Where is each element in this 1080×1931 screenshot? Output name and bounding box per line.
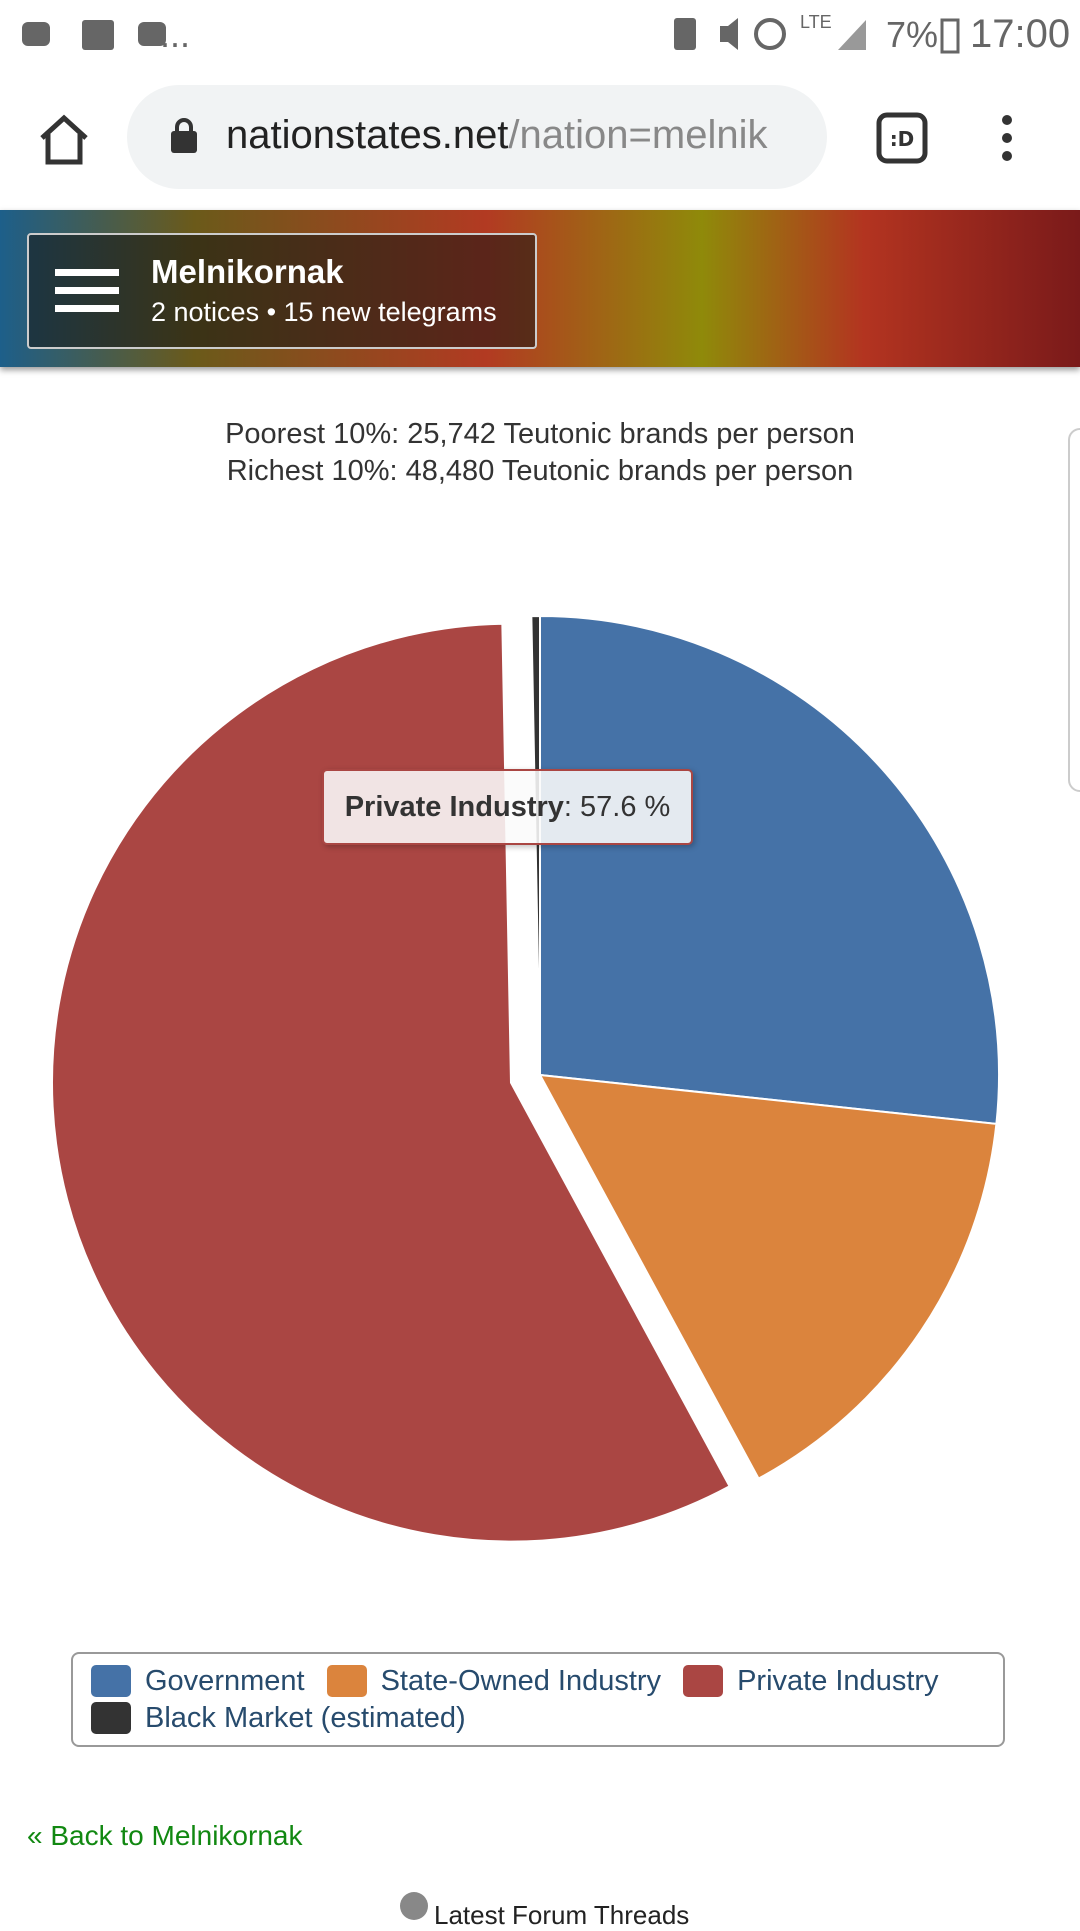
legend-swatch [91,1665,131,1697]
legend-item[interactable]: Black Market (estimated) [91,1700,466,1737]
legend-item[interactable]: Private Industry [683,1663,939,1700]
legend-item[interactable]: Government [91,1663,305,1700]
url-path: /nation=melnik [508,113,768,157]
pie-slice [538,1073,998,1480]
notices: 2 notices • 15 new telegrams [151,297,497,327]
nation-name: Melnikornak [151,253,344,290]
legend-swatch [91,1702,131,1734]
battery: 7% [886,14,939,55]
legend-swatch [326,1665,367,1697]
legend-label: Government [145,1664,305,1697]
status-bar: ... LTE 7% 17:00 [0,0,1080,78]
forum-heading: Latest Forum Threads [434,1900,690,1930]
tooltip-name: Private Industry [344,791,564,823]
income-line: Poorest 10%: 25,742 Teutonic brands per … [225,418,855,450]
back-link[interactable]: « Back to Melnikornak [27,1820,303,1851]
notification-icons [22,20,166,50]
status-icons [674,18,866,50]
url-host: nationstates.net [226,113,509,157]
legend-label: Black Market (estimated) [145,1701,466,1734]
battery-icon [940,18,960,54]
legend: Government State-Owned Industry Private In… [71,1652,1005,1747]
tabs-button[interactable]: :D [876,112,928,164]
overflow: ... [160,14,191,55]
income-line: Richest 10%: 48,480 Teutonic brands per … [226,455,854,487]
lock-icon [171,118,197,153]
clock: 17:00 [970,12,1071,56]
pie-slice [539,614,1000,1126]
tooltip: Private Industry: 57.6 % [322,769,693,845]
menu-button[interactable] [992,112,1022,164]
home-button[interactable] [36,112,92,168]
pie-slice [530,614,541,1076]
nation-menu[interactable]: Melnikornak 2 notices • 15 new telegrams [27,233,537,349]
hamburger-icon [55,269,119,312]
legend-label: Private Industry [737,1664,939,1697]
pie-slice [51,622,731,1543]
address-bar[interactable]: nationstates.net/nation=melnik [127,85,827,189]
pie-chart [51,614,1000,1543]
legend-item[interactable]: State-Owned Industry [326,1663,662,1700]
legend-swatch [683,1665,724,1697]
svg-text::D: :D [890,127,915,151]
forum-icon [400,1892,428,1920]
tooltip-value: : 57.6 % [563,791,671,823]
legend-label: State-Owned Industry [380,1664,662,1697]
network: LTE [800,12,832,32]
